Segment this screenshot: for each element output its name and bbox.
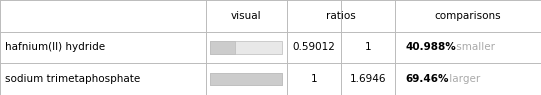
Bar — [210, 73, 282, 86]
Text: smaller: smaller — [453, 42, 495, 53]
Text: ratios: ratios — [326, 11, 355, 21]
Bar — [210, 41, 235, 54]
Bar — [210, 73, 282, 86]
Text: 69.46%: 69.46% — [406, 74, 449, 84]
Text: hafnium(II) hydride: hafnium(II) hydride — [5, 42, 105, 53]
Text: larger: larger — [446, 74, 480, 84]
Text: sodium trimetaphosphate: sodium trimetaphosphate — [5, 74, 141, 84]
Text: 0.59012: 0.59012 — [292, 42, 335, 53]
Bar — [210, 41, 282, 54]
Text: 40.988%: 40.988% — [406, 42, 457, 53]
Text: comparisons: comparisons — [434, 11, 502, 21]
Text: 1: 1 — [311, 74, 317, 84]
Text: visual: visual — [231, 11, 261, 21]
Text: 1: 1 — [365, 42, 371, 53]
Text: 1.6946: 1.6946 — [349, 74, 386, 84]
